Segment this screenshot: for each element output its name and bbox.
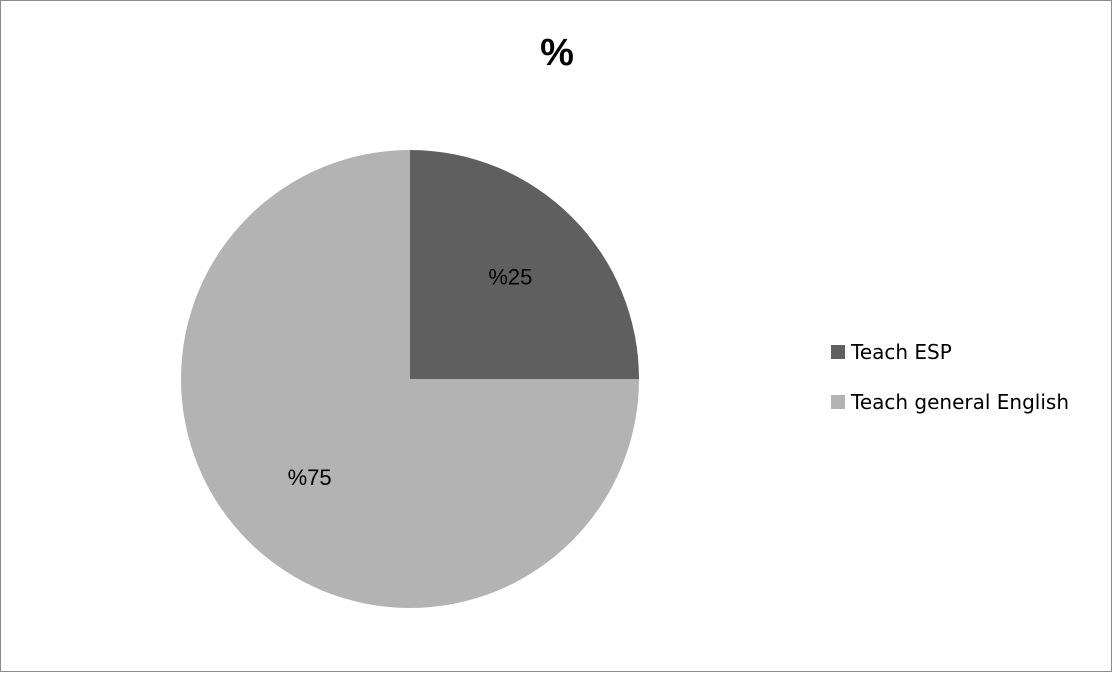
legend-label-teach-general-english: Teach general English <box>851 390 1069 414</box>
legend-swatch-teach-general-english <box>831 395 845 409</box>
legend-label-teach-esp: Teach ESP <box>851 340 952 364</box>
pie-slice-teach-general-english <box>181 150 639 608</box>
legend-swatch-teach-esp <box>831 345 845 359</box>
legend-item-teach-general-english: Teach general English <box>831 389 1069 415</box>
legend-item-teach-esp: Teach ESP <box>831 339 1069 365</box>
data-label-teach-general-english: %75 <box>288 465 332 490</box>
pie-slice-teach-esp <box>410 150 639 379</box>
chart-title: % <box>540 32 574 74</box>
data-label-teach-esp: %25 <box>488 264 532 289</box>
legend: Teach ESP Teach general English <box>831 339 1069 439</box>
